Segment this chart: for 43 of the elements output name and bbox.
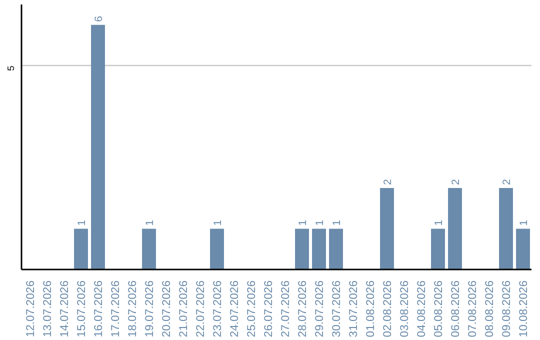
x-tick-label: 28.07.2026 (297, 280, 309, 338)
data-label: 2 (382, 178, 394, 185)
x-tick-label: 24.07.2026 (229, 280, 241, 338)
x-tick-label: 23.07.2026 (212, 280, 224, 338)
x-tick-label: 14.07.2026 (59, 280, 71, 338)
x-tick-label: 08.08.2026 (484, 280, 496, 338)
x-tick-label: 07.08.2026 (467, 280, 479, 338)
x-tick-label: 21.07.2026 (178, 280, 190, 338)
x-tick-label: 05.08.2026 (433, 280, 445, 338)
data-label: 1 (144, 220, 156, 226)
x-tick-label: 31.07.2026 (348, 280, 360, 338)
x-tick-label: 25.07.2026 (246, 280, 258, 338)
x-tick-label: 13.07.2026 (42, 280, 54, 338)
x-tick-label: 06.08.2026 (450, 280, 462, 338)
x-tick-label: 22.07.2026 (195, 280, 207, 338)
x-tick-label: 16.07.2026 (93, 280, 105, 338)
data-label: 1 (76, 220, 88, 226)
x-tick-label: 09.08.2026 (501, 280, 513, 338)
data-label: 1 (433, 220, 445, 226)
data-label: 6 (93, 16, 105, 22)
x-tick-label: 18.07.2026 (127, 280, 139, 338)
data-label: 1 (331, 220, 343, 226)
x-tick-label: 19.07.2026 (144, 280, 156, 338)
x-tick-label: 03.08.2026 (399, 280, 411, 338)
y-tick-label: 5 (6, 66, 16, 71)
x-tick-label: 29.07.2026 (314, 280, 326, 338)
x-tick-label: 02.08.2026 (382, 280, 394, 338)
x-tick-label: 01.08.2026 (365, 280, 377, 338)
data-label: 1 (518, 220, 530, 226)
x-tick-label: 17.07.2026 (110, 280, 122, 338)
data-label: 1 (297, 220, 309, 226)
data-label: 2 (501, 178, 513, 185)
x-tick-label: 26.07.2026 (263, 280, 275, 338)
data-label: 1 (212, 220, 224, 226)
x-tick-label: 27.07.2026 (280, 280, 292, 338)
x-tick-label: 30.07.2026 (331, 280, 343, 338)
x-tick-label: 10.08.2026 (518, 280, 530, 338)
x-tick-label: 04.08.2026 (416, 280, 428, 338)
data-label: 1 (314, 220, 326, 226)
x-tick-label: 15.07.2026 (76, 280, 88, 338)
x-tick-label: 20.07.2026 (161, 280, 173, 338)
x-tick-label: 12.07.2026 (25, 280, 37, 338)
data-label: 2 (450, 178, 462, 185)
